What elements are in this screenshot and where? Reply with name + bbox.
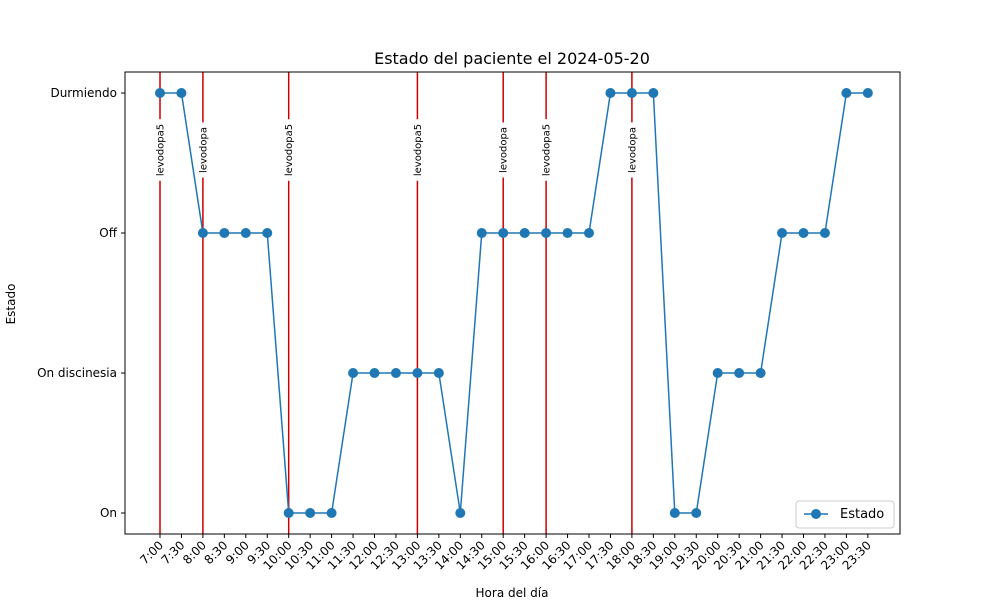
medication-label: levodopa5	[156, 124, 167, 176]
data-point	[433, 368, 444, 378]
medication-label-background	[540, 119, 553, 181]
data-point	[541, 228, 552, 238]
data-point	[348, 368, 359, 378]
data-point	[240, 228, 251, 238]
data-point	[691, 508, 702, 518]
data-point	[197, 228, 208, 238]
y-tick-label: On discinesia	[37, 366, 117, 380]
medication-label-background	[154, 119, 166, 181]
data-point	[283, 508, 294, 518]
data-point	[648, 88, 659, 98]
data-point	[176, 88, 187, 98]
medication-label-background	[282, 119, 295, 181]
medication-label: levodopa5	[542, 124, 553, 176]
data-point	[798, 228, 809, 238]
data-point	[498, 228, 509, 238]
data-point	[669, 508, 680, 518]
legend-entry-estado: Estado	[840, 507, 884, 522]
y-axis: On On discinesia Off Durmiendo	[37, 86, 125, 520]
medication-label-background	[196, 122, 209, 178]
data-point	[562, 228, 573, 238]
chart-title: Estado del paciente el 2024-05-20	[374, 49, 650, 68]
x-axis-label: Hora del día	[476, 586, 549, 600]
data-point	[605, 88, 616, 98]
data-point	[390, 368, 401, 378]
medication-label-background	[625, 122, 638, 178]
medication-label: levodopa	[198, 127, 209, 173]
data-point	[862, 88, 873, 98]
medication-label: levodopa5	[284, 124, 295, 176]
legend: Estado	[795, 500, 895, 529]
data-point	[412, 368, 423, 378]
data-point	[305, 508, 316, 518]
data-point	[455, 508, 466, 518]
medication-label-background	[411, 119, 424, 181]
plot-frame	[124, 71, 901, 535]
medication-label: levodopa5	[413, 124, 424, 176]
data-point	[755, 368, 766, 378]
data-point	[626, 88, 637, 98]
data-point	[369, 368, 380, 378]
data-point	[712, 368, 723, 378]
y-tick-label: Off	[99, 226, 117, 240]
y-tick-label: On	[100, 506, 117, 520]
medication-label: levodopa	[499, 127, 510, 173]
data-point	[219, 228, 230, 238]
data-point	[841, 88, 852, 98]
data-point	[777, 228, 788, 238]
data-point	[819, 228, 830, 238]
data-point	[155, 88, 165, 98]
data-point	[584, 228, 594, 238]
plot-area: levodopa5 levodopa levodopa5 levodopa5 levod…	[124, 71, 901, 535]
data-point	[734, 368, 745, 378]
y-tick-label: Durmiendo	[50, 86, 117, 100]
series-line-estado	[160, 92, 868, 514]
y-axis-label: Estado	[4, 284, 18, 325]
data-point	[326, 508, 337, 518]
data-point	[519, 228, 530, 238]
legend-box	[795, 500, 895, 529]
legend-point-marker	[811, 509, 821, 519]
medication-label: levodopa	[627, 127, 638, 173]
medication-label-background	[497, 122, 510, 178]
data-point	[476, 228, 487, 238]
data-point	[262, 228, 273, 238]
